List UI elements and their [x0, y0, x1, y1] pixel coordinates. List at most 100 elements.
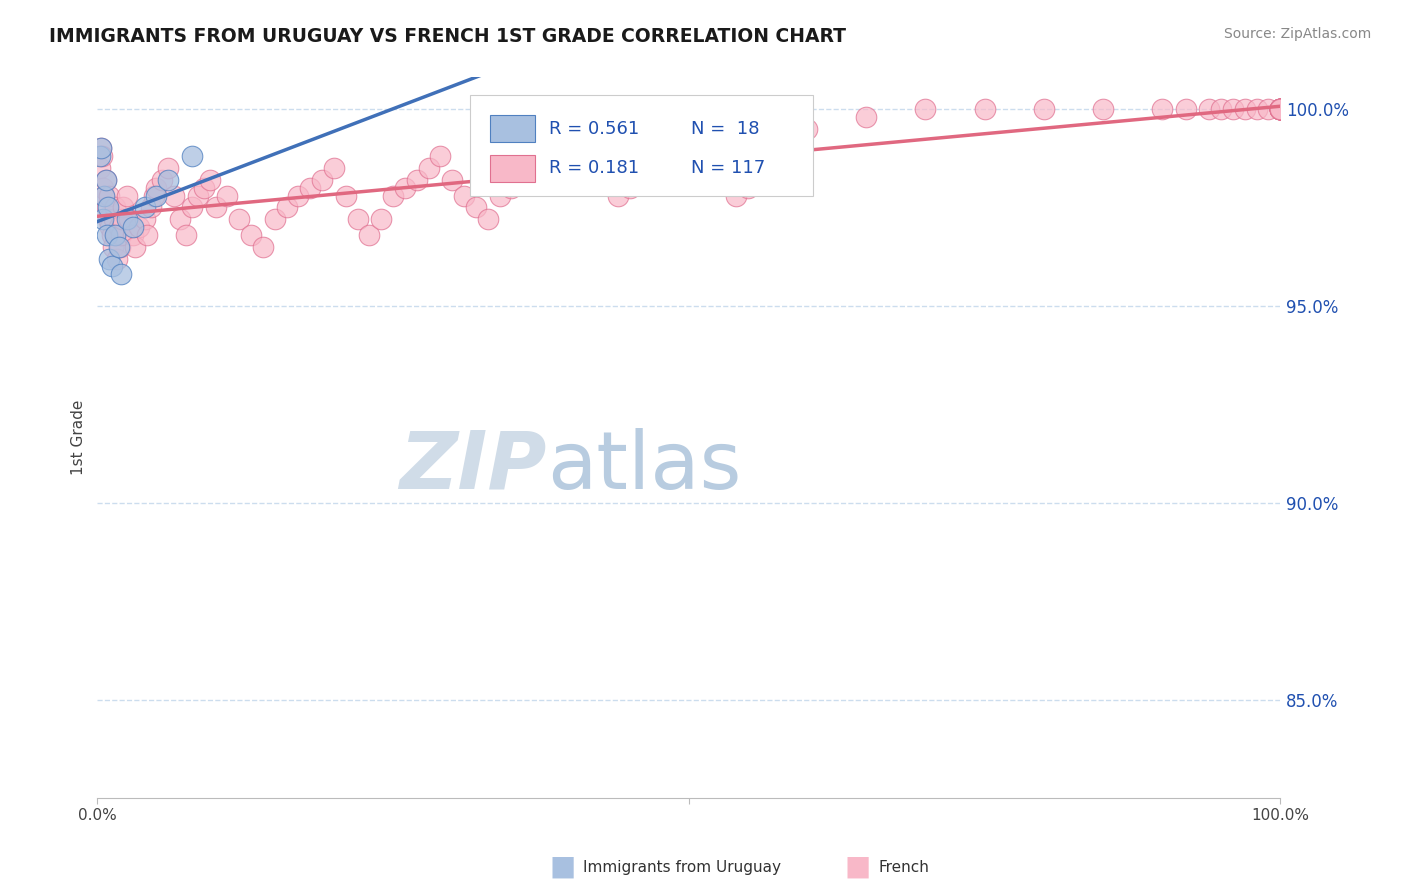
- Point: [713, 173, 735, 187]
- Y-axis label: 1st Grade: 1st Grade: [72, 401, 86, 475]
- Point: [91, 212, 114, 227]
- Point: [796, 121, 818, 136]
- Point: [571, 149, 593, 163]
- Point: [139, 200, 162, 214]
- Point: [115, 212, 138, 227]
- Point: [90, 141, 112, 155]
- Point: [583, 161, 606, 175]
- Point: [107, 240, 129, 254]
- Point: [121, 227, 143, 242]
- Point: [198, 173, 221, 187]
- Point: [287, 188, 309, 202]
- Point: [1270, 102, 1292, 116]
- Text: Source: ZipAtlas.com: Source: ZipAtlas.com: [1223, 27, 1371, 41]
- Point: [118, 212, 141, 227]
- Point: [737, 180, 759, 194]
- Point: [163, 188, 186, 202]
- Point: [536, 149, 558, 163]
- Point: [124, 240, 146, 254]
- Point: [157, 161, 180, 175]
- Point: [1270, 102, 1292, 116]
- Text: R = 0.561: R = 0.561: [550, 120, 640, 137]
- Point: [1032, 102, 1054, 116]
- Point: [104, 200, 127, 214]
- Point: [1198, 102, 1220, 116]
- Point: [630, 173, 652, 187]
- Point: [772, 149, 794, 163]
- Point: [276, 200, 298, 214]
- Point: [100, 260, 122, 274]
- Point: [1270, 102, 1292, 116]
- Point: [115, 188, 138, 202]
- Point: [145, 180, 167, 194]
- Point: [394, 180, 416, 194]
- Point: [1246, 102, 1268, 116]
- Point: [725, 188, 748, 202]
- Point: [105, 227, 128, 242]
- Point: [1211, 102, 1233, 116]
- Point: [488, 188, 510, 202]
- Text: N =  18: N = 18: [692, 120, 759, 137]
- Point: [93, 188, 115, 202]
- Point: [1270, 102, 1292, 116]
- Point: [110, 268, 132, 282]
- Point: [1174, 102, 1197, 116]
- Point: [101, 240, 124, 254]
- Point: [1270, 102, 1292, 116]
- Point: [1270, 102, 1292, 116]
- Point: [1270, 102, 1292, 116]
- Point: [524, 161, 547, 175]
- Point: [429, 149, 451, 163]
- Point: [785, 133, 807, 147]
- Point: [441, 173, 464, 187]
- Point: [204, 200, 226, 214]
- Point: [311, 173, 333, 187]
- Point: [1270, 102, 1292, 116]
- Point: [1233, 102, 1256, 116]
- Point: [169, 212, 191, 227]
- Point: [104, 227, 127, 242]
- Point: [501, 180, 523, 194]
- FancyBboxPatch shape: [470, 95, 813, 196]
- Point: [665, 133, 688, 147]
- Point: [1270, 102, 1292, 116]
- Point: [181, 200, 204, 214]
- Point: [761, 161, 783, 175]
- Point: [323, 161, 346, 175]
- Point: [108, 240, 131, 254]
- Text: ■: ■: [550, 853, 575, 881]
- Text: atlas: atlas: [547, 427, 741, 506]
- Point: [96, 227, 118, 242]
- Point: [560, 133, 582, 147]
- Point: [94, 173, 117, 187]
- Point: [654, 149, 676, 163]
- Point: [606, 188, 628, 202]
- Text: ■: ■: [845, 853, 870, 881]
- Point: [217, 188, 239, 202]
- Point: [477, 212, 499, 227]
- Point: [94, 173, 117, 187]
- Text: IMMIGRANTS FROM URUGUAY VS FRENCH 1ST GRADE CORRELATION CHART: IMMIGRANTS FROM URUGUAY VS FRENCH 1ST GR…: [49, 27, 846, 45]
- Point: [453, 188, 475, 202]
- Bar: [491, 154, 536, 182]
- Point: [187, 188, 209, 202]
- Point: [90, 141, 112, 155]
- Point: [382, 188, 405, 202]
- Point: [619, 180, 641, 194]
- Point: [110, 227, 132, 242]
- Point: [512, 173, 534, 187]
- Point: [689, 149, 711, 163]
- Point: [1091, 102, 1114, 116]
- Point: [103, 212, 125, 227]
- Point: [855, 110, 877, 124]
- Point: [547, 141, 569, 155]
- Point: [91, 149, 114, 163]
- Point: [128, 220, 150, 235]
- Point: [252, 240, 274, 254]
- Point: [93, 188, 115, 202]
- Point: [174, 227, 197, 242]
- Point: [1270, 102, 1292, 116]
- Point: [418, 161, 440, 175]
- Point: [98, 220, 121, 235]
- Point: [464, 200, 486, 214]
